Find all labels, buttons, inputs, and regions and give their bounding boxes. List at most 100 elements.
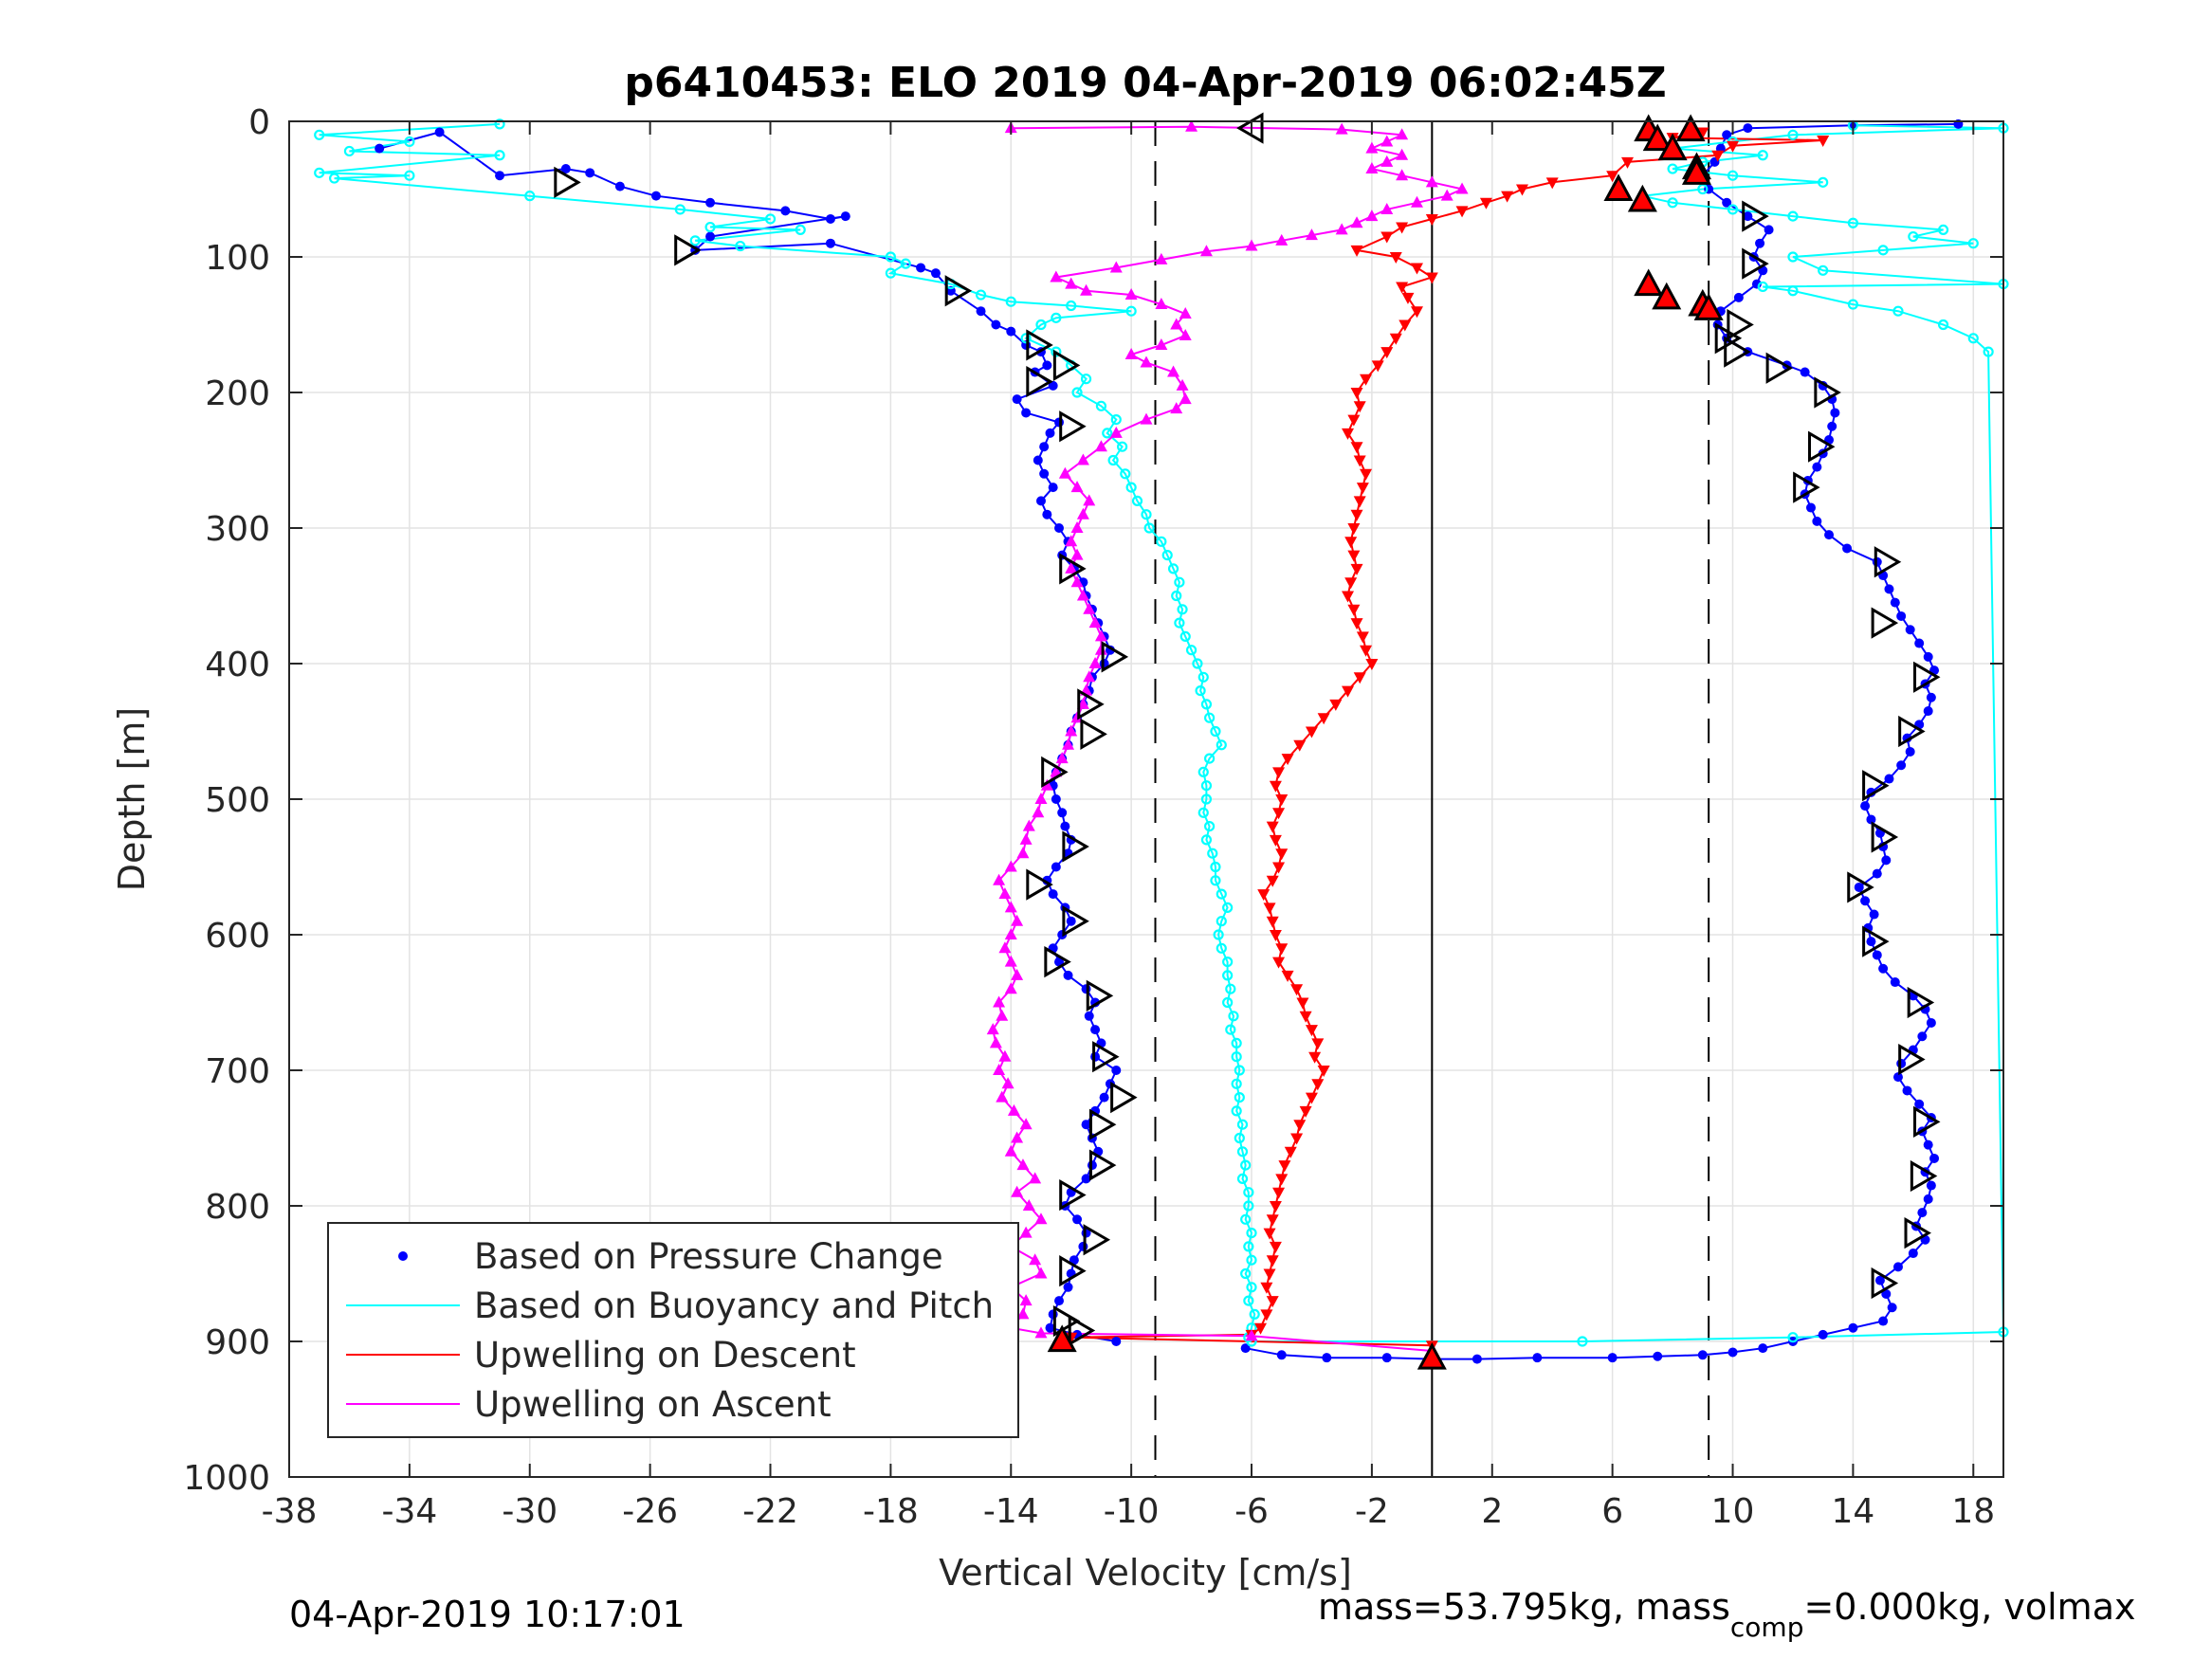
series-0-point xyxy=(825,213,835,224)
series-3-point xyxy=(1094,643,1107,655)
series-0-point xyxy=(585,168,595,178)
right-triangle-marker xyxy=(1059,1255,1087,1287)
series-3-point xyxy=(1034,1212,1048,1225)
series-3-point xyxy=(1176,378,1189,391)
series-3-point xyxy=(996,1090,1009,1103)
series-0-point xyxy=(1035,496,1046,506)
series-2-point xyxy=(1365,659,1379,670)
series-0-point xyxy=(1081,1120,1091,1130)
series-1-point xyxy=(1156,536,1167,547)
series-1-point xyxy=(1204,820,1216,832)
series-0-point xyxy=(1923,706,1933,717)
series-1-descent-line xyxy=(319,122,1256,1339)
chart-title: p6410453: ELO 2019 04-Apr-2019 06:02:45Z xyxy=(624,59,1666,107)
series-0-point xyxy=(1054,1296,1065,1306)
series-3-point xyxy=(1179,392,1192,405)
legend-box xyxy=(327,1222,1019,1438)
series-1-point xyxy=(494,150,505,161)
series-2-point xyxy=(1272,862,1286,874)
red-triangle-marker xyxy=(1675,114,1706,142)
series-3-point xyxy=(1080,283,1093,296)
series-1-point xyxy=(1200,780,1213,792)
series-0-point xyxy=(1914,638,1925,648)
right-triangle-marker xyxy=(1871,821,1899,853)
series-1-point xyxy=(328,173,340,184)
series-1-point xyxy=(1005,296,1016,307)
series-0-point xyxy=(1923,1139,1933,1150)
series-2-point xyxy=(1350,245,1363,257)
series-3-point xyxy=(1425,175,1438,188)
series-1-point xyxy=(1197,766,1209,778)
series-2-point xyxy=(1479,197,1492,210)
series-2-point xyxy=(1266,1296,1279,1308)
series-3-point xyxy=(1076,589,1089,601)
series-3-point xyxy=(986,1023,999,1035)
series-3-point xyxy=(1440,189,1453,201)
series-1-point xyxy=(1667,163,1678,174)
right-triangle-marker xyxy=(1862,925,1890,957)
y-tick-label: 900 xyxy=(205,1323,270,1362)
series-1-point xyxy=(1066,300,1077,312)
series-1-point xyxy=(1937,224,1949,235)
red-triangle-marker xyxy=(1642,123,1673,152)
series-2-point xyxy=(1356,483,1369,495)
series-1-point xyxy=(1120,468,1131,480)
series-0-point xyxy=(1048,889,1058,900)
series-0-point xyxy=(825,238,835,248)
series-3-point xyxy=(1076,507,1089,520)
series-2-point xyxy=(1281,970,1294,982)
series-1-point xyxy=(1222,970,1234,981)
series-0-point xyxy=(1054,417,1065,428)
series-2-point xyxy=(1269,1241,1282,1253)
series-0-point xyxy=(1917,1208,1928,1218)
series-1-point xyxy=(795,224,806,235)
series-1-point xyxy=(1246,1254,1257,1266)
series-0-point xyxy=(1887,1303,1897,1313)
series-3-point xyxy=(1004,928,1017,939)
series-0-point xyxy=(375,143,385,154)
series-3-point xyxy=(1004,982,1017,994)
series-1-point xyxy=(1185,645,1197,656)
y-tick-label: 300 xyxy=(205,510,270,549)
series-0-point xyxy=(1923,1194,1933,1204)
series-2-point xyxy=(1360,374,1373,386)
legend: Based on Pressure Change Based on Buoyanc… xyxy=(327,1222,1019,1438)
series-2-point xyxy=(1353,401,1366,413)
series-3-point xyxy=(996,1009,1009,1021)
series-2-point xyxy=(1727,140,1740,153)
series-0-point xyxy=(1042,360,1052,371)
series-3-point xyxy=(1032,806,1045,818)
series-0-point xyxy=(1111,1066,1122,1075)
series-0-point xyxy=(840,211,850,222)
series-3-point xyxy=(998,1049,1012,1062)
series-0-point xyxy=(930,268,941,279)
right-triangle-marker xyxy=(554,166,581,198)
series-2-point xyxy=(1293,739,1307,752)
y-tick-label: 200 xyxy=(205,374,270,413)
right-triangle-marker xyxy=(1871,1267,1899,1300)
series-0-point xyxy=(650,191,661,201)
series-0-point xyxy=(780,206,791,216)
series-0-point xyxy=(1240,1343,1251,1354)
series-1-point xyxy=(404,170,415,181)
right-triangle-marker xyxy=(1874,546,1902,578)
legend-label: Based on Buoyancy and Pitch xyxy=(474,1285,994,1326)
series-0-point xyxy=(1722,130,1732,140)
series-3-point xyxy=(1065,724,1078,737)
series-0-point xyxy=(976,306,986,317)
series-1-point xyxy=(1240,1159,1252,1171)
series-0-point xyxy=(1054,523,1065,533)
series-0-point xyxy=(1607,1353,1618,1363)
series-3-point xyxy=(1011,914,1024,926)
footer-mass-text: mass=53.795kg, mass xyxy=(1318,1586,1730,1628)
series-2-point xyxy=(1269,930,1282,941)
right-triangle-marker xyxy=(1044,945,1071,978)
right-triangle-marker xyxy=(1907,986,1935,1019)
right-triangle-marker xyxy=(1862,770,1890,802)
series-1-point xyxy=(314,129,325,140)
x-tick-label: -14 xyxy=(983,1492,1039,1531)
y-tick-label: 600 xyxy=(205,917,270,956)
series-1-point xyxy=(735,240,746,252)
series-3-point xyxy=(1029,1253,1042,1266)
series-0-point xyxy=(916,263,926,273)
